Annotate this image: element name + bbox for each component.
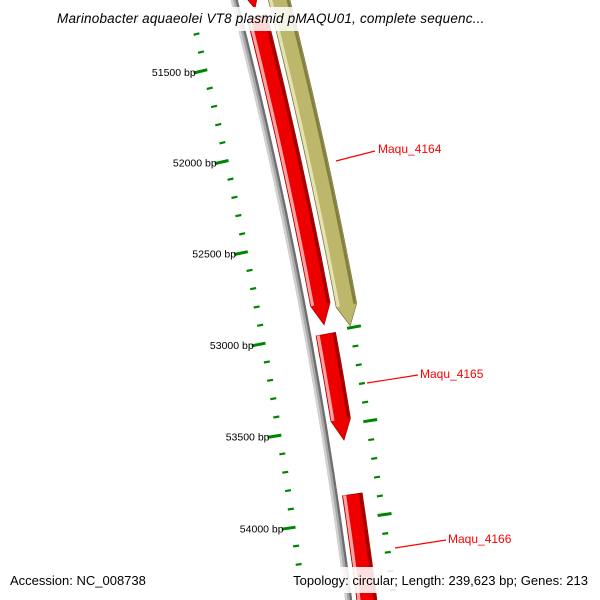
ruler-label: 53500 bp: [226, 432, 270, 444]
gene-label-maqu_4164[interactable]: Maqu_4164: [378, 142, 442, 156]
ruler-tick-minor: [215, 122, 222, 127]
ruler-tick-minor: [193, 32, 200, 36]
ruler-tick-minor: [273, 415, 280, 419]
gene-label-maqu_4166[interactable]: Maqu_4166: [448, 532, 512, 546]
ruler-tick-major: [281, 525, 296, 531]
ruler-label: 52000 bp: [173, 158, 217, 170]
ruler-tick-minor: [266, 378, 274, 382]
ruler-label: 53000 bp: [210, 340, 254, 352]
ruler-tick-minor: [382, 532, 389, 535]
gene-feature-shadow: [332, 332, 350, 419]
ruler-tick-minor: [253, 305, 260, 309]
ruler-tick-minor: [292, 544, 300, 548]
ruler-tick-minor: [371, 456, 378, 460]
status-bar: Accession: NC_008738 Topology: circular;…: [0, 567, 600, 593]
backbone-highlight: [230, 0, 348, 600]
gene-feature-highlight: [316, 335, 335, 422]
gene-label-pointer-line: [366, 374, 419, 384]
ruler-tick-minor: [246, 268, 253, 273]
ruler-labels: 51500 bp 52000 bp 52500 bp 53000 bp 53500 bp…: [152, 67, 284, 535]
ruler-tick-minor: [227, 177, 234, 181]
ruler-tick-minor: [368, 438, 375, 442]
backbone-band: [230, 0, 353, 600]
ruler-tick-minor: [373, 475, 381, 479]
ruler-tick-major: [193, 68, 208, 75]
ruler-tick-major: [251, 341, 266, 348]
gene-label-pointer-line: [394, 539, 447, 549]
ruler-tick-minor: [263, 360, 271, 364]
ruler-tick-minor: [352, 344, 359, 348]
ruler-label: 52500 bp: [192, 249, 236, 261]
ruler-tick-major: [363, 418, 378, 424]
ruler-tick-minor: [231, 195, 238, 200]
ruler-tick-minor: [279, 452, 286, 456]
ruler-tick-minor: [358, 381, 366, 386]
ruler-tick-minor: [235, 213, 242, 218]
gene-feature-highlight: [248, 18, 315, 307]
ruler-tick-minor: [219, 141, 226, 145]
footer-topology: Topology: circular; Length: 239,623 bp; …: [293, 572, 588, 588]
ruler-tick-major: [267, 433, 282, 439]
ruler-tick-major: [377, 512, 392, 517]
ruler-tick-minor: [210, 104, 218, 109]
gene-feature-maqu_4165[interactable]: [315, 331, 351, 441]
ruler-tick-minor: [256, 323, 264, 327]
sequence-backbone: [230, 0, 353, 600]
ruler-tick-major: [214, 159, 229, 166]
footer-accession: Accession: NC_008738: [10, 572, 146, 588]
gene-feature-shadow: [286, 0, 357, 304]
ruler-label: 54000 bp: [240, 523, 284, 535]
ruler-tick-minor: [295, 562, 302, 566]
ruler-tick-minor: [238, 232, 246, 236]
ruler-tick-minor: [284, 489, 292, 493]
gene-feature-shadow: [263, 14, 330, 304]
ruler-label: 51500 bp: [152, 67, 196, 79]
gene-callouts: Maqu_4164 Maqu_4165 Maqu_4166: [335, 142, 512, 549]
ruler-tick-minor: [270, 397, 277, 401]
map-title: Marinobacter aquaeolei VT8 plasmid pMAQU…: [0, 7, 600, 31]
ruler-tick-minor: [249, 287, 257, 291]
ruler-tick-major: [233, 250, 249, 256]
ruler-tick-minor: [197, 50, 205, 54]
gene-label-pointer-line: [335, 150, 376, 162]
backbone-shadow: [235, 0, 353, 600]
ruler-tick-minor: [376, 494, 383, 498]
ruler-tick-major: [346, 324, 362, 330]
ruler-tick-minor: [206, 86, 213, 91]
ruler-tick-minor: [384, 550, 391, 554]
gene-feature[interactable]: [231, 0, 259, 10]
ruler-tick-minor: [355, 363, 362, 367]
ruler-tick-minor: [282, 470, 289, 474]
ruler-tick-minor: [361, 400, 369, 404]
gene-label-maqu_4165[interactable]: Maqu_4165: [420, 367, 484, 381]
ruler-tick-minor: [287, 507, 294, 511]
